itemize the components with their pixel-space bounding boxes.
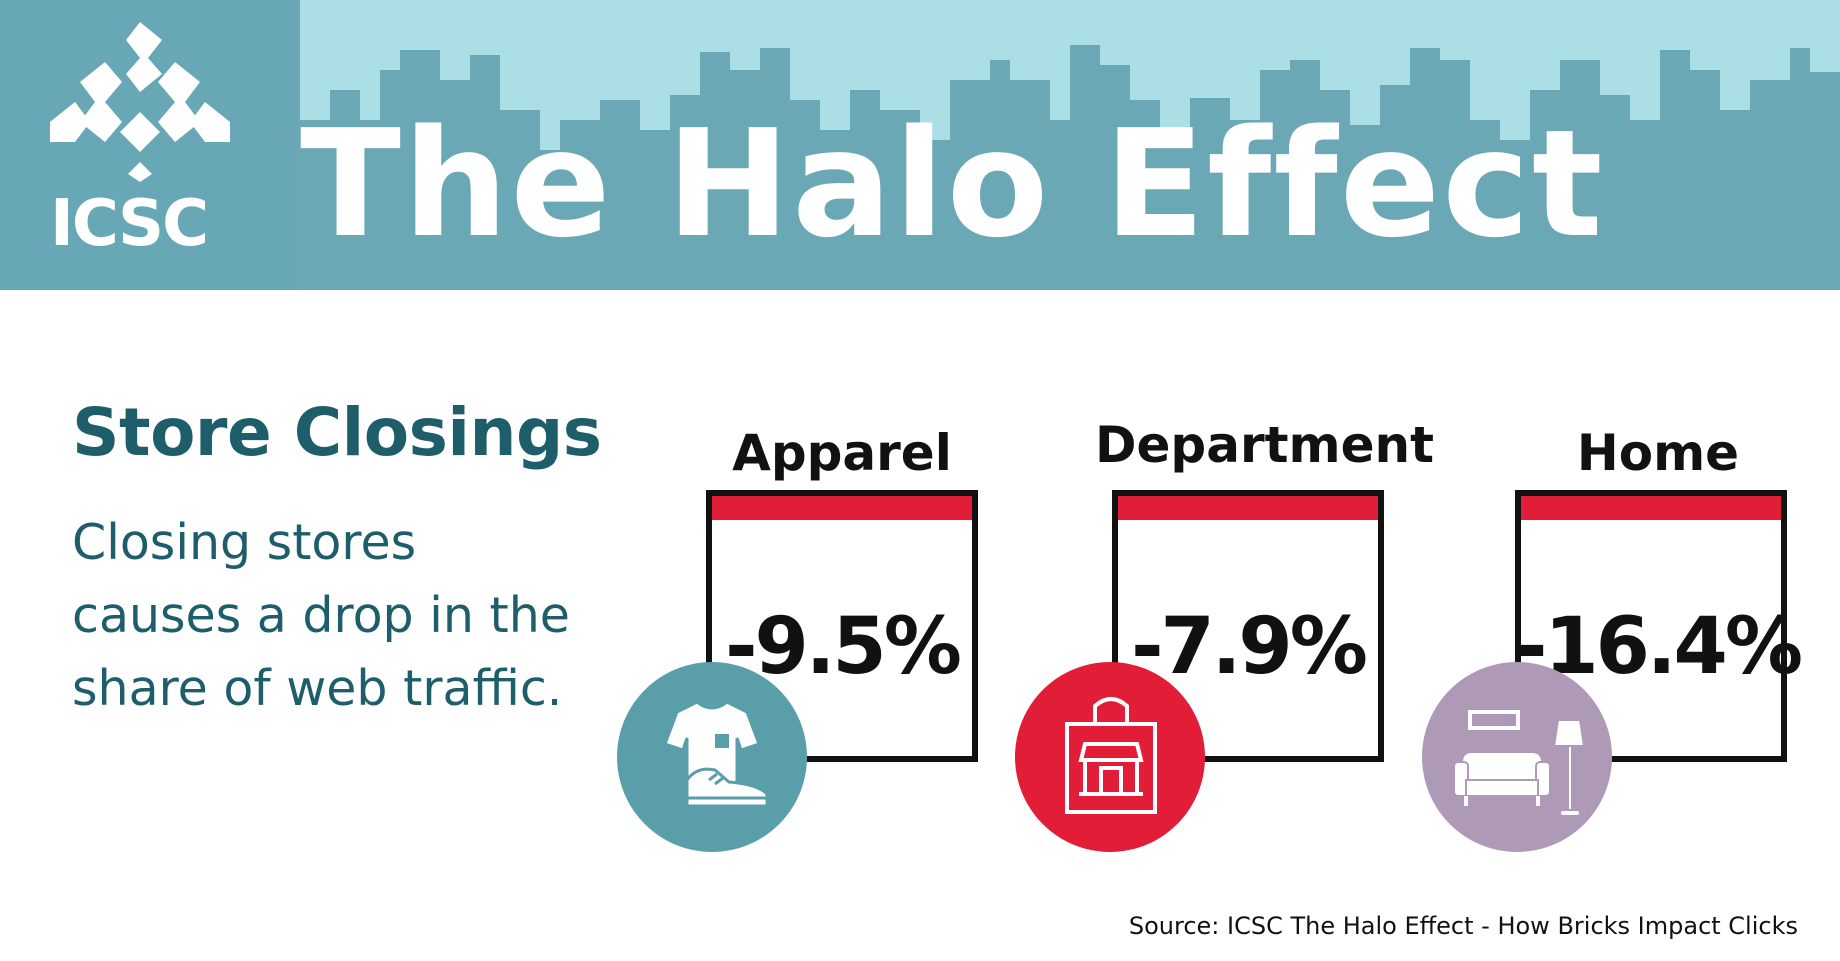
stat-card-apparel: -9.5% [706, 490, 978, 762]
main-title: The Halo Effect [300, 98, 1605, 270]
card-top-bar [712, 496, 972, 520]
stat-card-home: -16.4% [1515, 490, 1803, 762]
card-top-bar [1521, 496, 1781, 520]
tshirt-shoe-icon [663, 700, 769, 808]
shopping-bag-icon [1015, 662, 1205, 852]
logo-text: ICSC [50, 187, 209, 261]
city-skyline-graphic [0, 0, 1840, 290]
card-top-bar [1118, 496, 1378, 520]
source-citation: Source: ICSC The Halo Effect - How Brick… [1128, 912, 1798, 940]
card-label-apparel: Apparel [732, 424, 952, 482]
stat-value-apparel: -9.5% [725, 602, 962, 692]
header-banner: ICSC The Halo Effect [0, 0, 1840, 290]
section-description: Closing stores causes a drop in the shar… [72, 514, 570, 717]
apparel-icon [617, 662, 807, 852]
icsc-logo: ICSC [0, 0, 293, 290]
stat-value-department: -7.9% [1131, 602, 1368, 692]
shop-bag-storefront-icon [1065, 697, 1157, 814]
section-title: Store Closings [72, 394, 602, 471]
sofa-lamp-icon [1453, 710, 1586, 817]
card-label-home: Home [1576, 424, 1740, 482]
icsc-logo-mark-icon [50, 22, 230, 182]
home-furniture-icon [1422, 662, 1612, 852]
card-label-department: Department [1095, 416, 1435, 474]
